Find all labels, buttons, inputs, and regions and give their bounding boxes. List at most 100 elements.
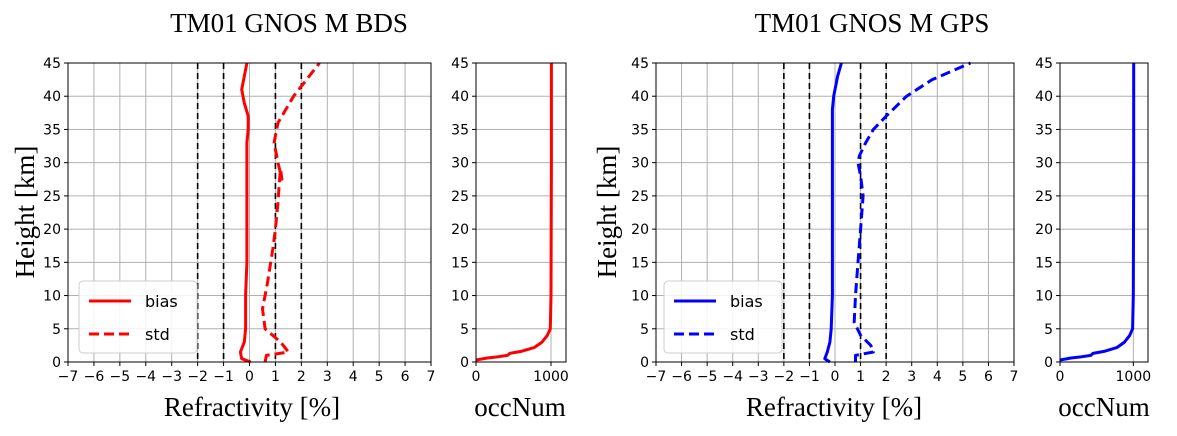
x-tick-label: −5 (110, 369, 131, 385)
y-tick-label: 0 (460, 355, 469, 371)
xlabel-bds-refractivity: Refractivity [%] (164, 392, 340, 422)
y-tick-label: 15 (451, 255, 469, 271)
y-tick-label: 10 (451, 289, 469, 305)
y-tick-label: 40 (631, 89, 649, 105)
xlabel-gps-occnum: occNum (1058, 392, 1149, 422)
series-line-std (261, 62, 321, 363)
x-tick-label: −5 (697, 369, 718, 385)
x-tick-label: −4 (135, 369, 156, 385)
y-tick-label: 5 (52, 322, 61, 338)
x-tick-label: 2 (297, 369, 306, 385)
legend-label-bias: bias (730, 292, 763, 311)
x-tick-label: −2 (187, 369, 208, 385)
x-tick-label: 6 (401, 369, 410, 385)
x-tick-label: 3 (323, 369, 332, 385)
x-tick-label: 1 (856, 369, 865, 385)
y-tick-label: 45 (451, 56, 469, 72)
panel-bds-main: −7 −6 −5 −4 −3 −2 −1 0 1 2 3 4 5 6 7051015202530354045… (43, 56, 435, 385)
x-tick-label: 1000 (533, 369, 569, 385)
x-tick-label: 1000 (1116, 369, 1152, 385)
x-tick-label: −6 (84, 369, 105, 385)
x-tick-label: −7 (646, 369, 667, 385)
x-tick-label: −7 (58, 369, 79, 385)
series-line-bias (823, 62, 843, 364)
y-tick-label: 5 (460, 322, 469, 338)
plot-frame (475, 62, 567, 363)
y-tick-label: 15 (43, 255, 61, 271)
y-tick-label: 10 (631, 289, 649, 305)
y-tick-label: 25 (43, 189, 61, 205)
x-tick-label: 4 (349, 369, 358, 385)
y-tick-label: 5 (640, 322, 649, 338)
chart-title-gps: TM01 GNOS M GPS (755, 8, 990, 38)
y-tick-label: 25 (451, 189, 469, 205)
xlabel-gps-refractivity: Refractivity [%] (746, 392, 922, 422)
x-tick-label: 0 (831, 369, 840, 385)
panel-gps-main: −7 −6 −5 −4 −3 −2 −1 0 1 2 3 4 5 6 7051015202530354045… (631, 56, 1018, 385)
y-tick-label: 45 (43, 56, 61, 72)
y-tick-label: 20 (451, 222, 469, 238)
legend-label-bias: bias (145, 292, 178, 311)
y-tick-label: 20 (631, 222, 649, 238)
y-tick-label: 10 (1035, 289, 1053, 305)
x-tick-label: 4 (933, 369, 942, 385)
y-tick-label: 5 (1044, 322, 1053, 338)
y-tick-label: 20 (43, 222, 61, 238)
x-tick-label: −1 (799, 369, 820, 385)
legend: bias std (663, 280, 783, 354)
x-tick-label: −4 (722, 369, 743, 385)
x-tick-label: 3 (907, 369, 916, 385)
y-tick-label: 45 (1035, 56, 1053, 72)
x-tick-label: −1 (213, 369, 234, 385)
y-tick-label: 0 (1044, 355, 1053, 371)
legend-label-std: std (145, 325, 170, 344)
panel-gps-occ: 0 1000 0 5 10 15 20 25 30 35 40 45 (1035, 56, 1151, 385)
ylabel-gps: Height [km] (592, 146, 622, 279)
series-line-std (852, 61, 972, 362)
y-tick-label: 25 (631, 189, 649, 205)
x-tick-label: 5 (958, 369, 967, 385)
y-tick-label: 25 (1035, 189, 1053, 205)
panel-bds-occ: 0 1000 0 5 10 15 20 25 30 35 40 45 (451, 56, 569, 385)
x-tick-label: −2 (774, 369, 795, 385)
x-tick-label: −3 (161, 369, 182, 385)
y-tick-label: 30 (43, 156, 61, 172)
y-tick-label: 40 (43, 89, 61, 105)
legend: bias std (78, 280, 198, 354)
y-tick-label: 35 (451, 122, 469, 138)
y-tick-label: 0 (52, 355, 61, 371)
y-tick-label: 35 (1035, 122, 1053, 138)
x-tick-label: 1 (271, 369, 280, 385)
chart-title-bds: TM01 GNOS M BDS (170, 8, 408, 38)
series-line-bias (238, 62, 252, 364)
x-tick-label: 7 (427, 369, 436, 385)
legend-box (78, 280, 198, 354)
y-tick-label: 30 (451, 156, 469, 172)
ylabel-bds: Height [km] (10, 146, 40, 279)
x-tick-label: 5 (375, 369, 384, 385)
series-line-occnum-0 (1059, 63, 1136, 362)
y-tick-label: 10 (43, 289, 61, 305)
y-tick-label: 40 (451, 89, 469, 105)
y-tick-label: 20 (1035, 222, 1053, 238)
y-tick-label: 45 (631, 56, 649, 72)
y-tick-label: 35 (43, 122, 61, 138)
plot-frame (1059, 62, 1149, 363)
y-tick-label: 0 (640, 355, 649, 371)
y-tick-label: 15 (631, 255, 649, 271)
y-tick-label: 35 (631, 122, 649, 138)
x-tick-label: 0 (245, 369, 254, 385)
y-tick-label: 30 (1035, 156, 1053, 172)
legend-box (663, 280, 783, 354)
y-tick-label: 40 (1035, 89, 1053, 105)
x-tick-label: −6 (671, 369, 692, 385)
y-tick-label: 15 (1035, 255, 1053, 271)
xlabel-bds-occnum: occNum (474, 392, 565, 422)
series-line-occnum-0 (475, 63, 553, 362)
x-tick-label: 6 (984, 369, 993, 385)
x-tick-label: 0 (1056, 369, 1065, 385)
x-tick-label: 2 (882, 369, 891, 385)
x-tick-label: 0 (472, 369, 481, 385)
x-tick-label: 7 (1010, 369, 1019, 385)
